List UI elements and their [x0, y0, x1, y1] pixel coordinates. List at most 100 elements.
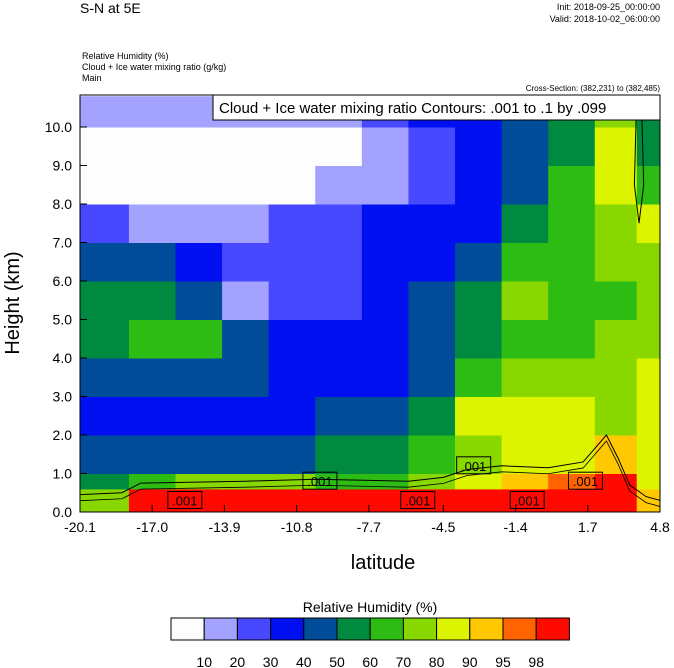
rh-cell [80, 204, 130, 243]
field-label-main: Main [82, 73, 102, 83]
y-tick-label: 1.0 [53, 466, 73, 482]
rh-cell [636, 396, 660, 436]
y-tick-label: 6.0 [53, 273, 73, 289]
rh-cell [501, 435, 549, 474]
rh-cell [594, 281, 638, 320]
rh-cell [128, 488, 177, 512]
rh-cell [548, 488, 596, 512]
rh-cell [455, 204, 503, 243]
rh-cell [128, 435, 177, 474]
rh-cell [315, 319, 363, 359]
x-tick-label: -20.1 [64, 519, 96, 535]
colorbar-swatch [236, 617, 272, 641]
rh-cell [128, 204, 177, 243]
rh-cell [315, 358, 363, 397]
y-tick-label: 9.0 [53, 158, 73, 174]
rh-cell [501, 396, 549, 436]
rh-cell [315, 488, 363, 512]
contour-label: .001 [573, 474, 598, 489]
contour-label-box [400, 490, 436, 509]
rh-cell [361, 319, 409, 359]
colorbar-level-label: 90 [462, 654, 478, 668]
colorbar-level-label: 20 [230, 654, 246, 668]
rh-cell [80, 488, 130, 512]
rh-cell [268, 204, 316, 243]
rh-cell [455, 435, 503, 474]
rh-cell [361, 358, 409, 397]
contour-layer: .001 .001 .001 .001 .001 .001 [80, 96, 660, 509]
x-tick-label: -13.9 [208, 519, 240, 535]
rh-cell [501, 281, 549, 320]
x-tick-label: -7.7 [357, 519, 381, 535]
contour-line [80, 434, 660, 501]
rh-cell [501, 127, 549, 166]
rh-cell [222, 204, 270, 243]
rh-cell [636, 281, 660, 320]
rh-cell [80, 127, 130, 166]
colorbar-swatch [469, 617, 504, 641]
rh-cell [128, 242, 177, 282]
contour-label: .001 [405, 493, 430, 508]
rh-cell [408, 165, 456, 205]
rh-cell [594, 165, 638, 205]
rh-cell [455, 281, 503, 320]
contour-label-box [456, 456, 492, 475]
rh-cell [361, 165, 409, 205]
rh-cell [408, 127, 456, 166]
rh-cell [80, 358, 130, 397]
colorbar-swatch [170, 617, 205, 641]
contour-label-box [567, 471, 603, 490]
rh-cell [594, 473, 638, 490]
y-tick-label: 5.0 [53, 312, 73, 328]
colorbar-level-label: 98 [528, 654, 544, 668]
colorbar-level-label: 95 [495, 654, 511, 668]
colorbar-level-label: 10 [196, 654, 212, 668]
rh-cell [636, 435, 660, 474]
rh-cell [268, 127, 316, 166]
rh-cell [80, 435, 130, 474]
x-tick-label: -4.5 [431, 519, 455, 535]
colorbar-swatch [303, 617, 338, 641]
rh-cell [455, 358, 503, 397]
x-axis-label: latitude [351, 552, 416, 574]
chart-title: S-N at 5E [80, 0, 141, 16]
rh-cell [222, 488, 270, 512]
colorbar-swatch [535, 617, 570, 641]
rh-cell [315, 165, 363, 205]
rh-cell [548, 281, 596, 320]
rh-cell [408, 204, 456, 243]
rh-cell [315, 396, 363, 436]
rh-cell [636, 242, 660, 282]
rh-cell [408, 396, 456, 436]
rh-cell [222, 396, 270, 436]
rh-cell [361, 435, 409, 474]
rh-cell [455, 319, 503, 359]
rh-cell [408, 281, 456, 320]
colorbar-swatch [270, 617, 305, 641]
rh-cell [268, 435, 316, 474]
colorbar-swatch [369, 617, 404, 641]
colorbar-level-label: 80 [429, 654, 445, 668]
rh-cell [501, 165, 549, 205]
rh-cell [594, 319, 638, 359]
rh-cell [175, 165, 223, 205]
rh-cell [594, 127, 638, 166]
rh-cell [222, 242, 270, 282]
contour-legend-text: Cloud + Ice water mixing ratio Contours:… [219, 100, 606, 117]
rh-cell [455, 488, 503, 512]
rh-cell [361, 396, 409, 436]
rh-cell [594, 242, 638, 282]
colorbar: 10 20 30 40 50 60 70 80 90 95 98 [170, 617, 570, 668]
y-tick-label: 8.0 [53, 196, 73, 212]
contour-label: .001 [172, 493, 197, 508]
colorbar-level-label: 40 [296, 654, 312, 668]
rh-cell [594, 396, 638, 436]
rh-cell [80, 242, 130, 282]
rh-cell [268, 165, 316, 205]
rh-cell [222, 358, 270, 397]
contour-label-box [302, 471, 338, 490]
field-label-rh: Relative Humidity (%) [82, 51, 169, 61]
rh-cell [361, 488, 409, 512]
rh-cell [315, 204, 363, 243]
rh-cell [222, 281, 270, 320]
